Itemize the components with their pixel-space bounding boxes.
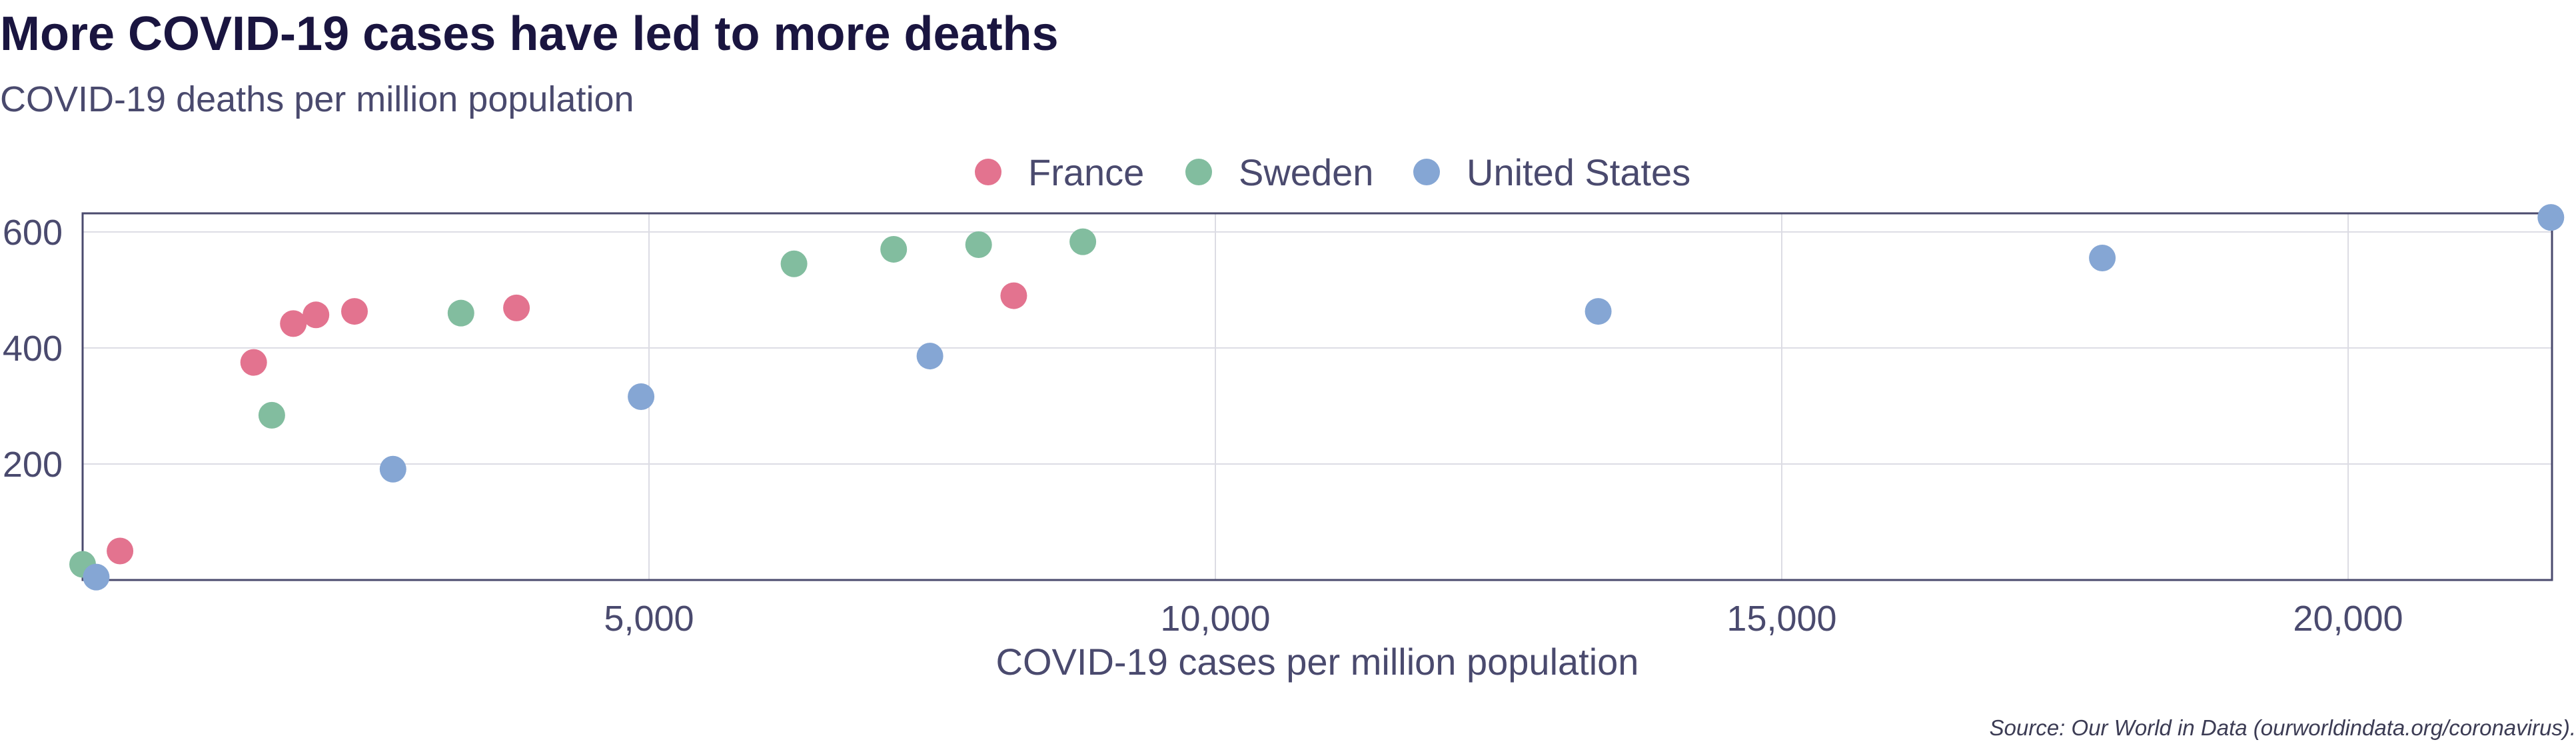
data-point-france	[240, 349, 267, 376]
legend-marker-sweden	[1185, 159, 1212, 185]
grid-layer	[83, 213, 2552, 580]
data-point-france	[341, 298, 368, 325]
y-tick-label: 200	[3, 445, 63, 485]
x-axis-title: COVID-19 cases per million population	[996, 641, 1639, 683]
data-point-sweden	[1069, 228, 1097, 255]
legend-label-sweden: Sweden	[1239, 151, 1373, 193]
y-tick-label: 400	[3, 329, 63, 369]
data-point-sweden	[447, 299, 474, 327]
x-axis-ticks: 5,000 10,000 15,000 20,000	[604, 599, 2403, 639]
data-points	[69, 204, 2565, 591]
legend-marker-united-states	[1413, 159, 1440, 185]
data-point-united-states	[916, 343, 944, 370]
legend-marker-france	[975, 159, 1001, 185]
data-point-united-states	[2089, 245, 2116, 272]
legend: France Sweden United States	[975, 151, 1690, 193]
legend-label-united-states: United States	[1467, 151, 1690, 193]
data-point-france	[1000, 282, 1027, 309]
data-point-united-states	[628, 383, 655, 410]
data-point-united-states	[379, 455, 406, 483]
data-point-france	[503, 294, 530, 321]
chart-title: More COVID-19 cases have led to more dea…	[0, 7, 1059, 61]
data-point-united-states	[1585, 298, 1612, 325]
y-tick-label: 600	[3, 213, 63, 253]
legend-label-france: France	[1028, 151, 1144, 193]
data-point-sweden	[880, 235, 908, 263]
data-point-sweden	[258, 401, 285, 429]
data-point-france	[107, 537, 134, 565]
chart-subtitle: COVID-19 deaths per million population	[0, 79, 634, 119]
data-point-united-states	[83, 563, 110, 591]
x-tick-label: 10,000	[1160, 599, 1270, 639]
x-tick-label: 20,000	[2293, 599, 2403, 639]
data-point-sweden	[965, 231, 992, 258]
data-point-france	[303, 301, 330, 329]
plot-frame	[81, 212, 2553, 581]
x-tick-label: 5,000	[604, 599, 694, 639]
data-point-france	[280, 310, 307, 337]
data-point-sweden	[780, 250, 808, 277]
source-note: Source: Our World in Data (ourworldindat…	[1989, 715, 2576, 740]
x-tick-label: 15,000	[1726, 599, 1836, 639]
y-axis-ticks: 200 400 600	[3, 213, 63, 485]
data-point-united-states	[2537, 204, 2565, 231]
